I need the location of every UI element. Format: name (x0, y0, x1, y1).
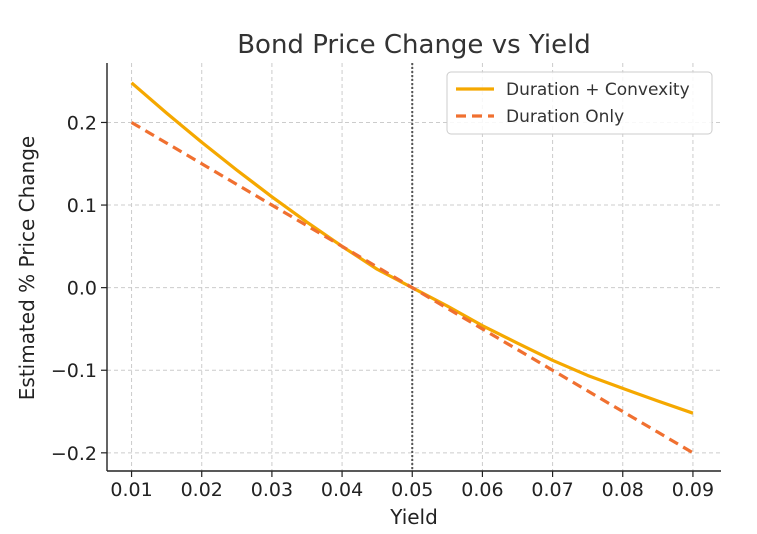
x-tick-label: 0.09 (672, 479, 714, 501)
y-tick-label: −0.1 (51, 360, 97, 382)
x-axis-label: Yield (389, 505, 438, 529)
chart-title: Bond Price Change vs Yield (237, 30, 591, 60)
x-tick-label: 0.05 (391, 479, 433, 501)
series-line-duration-only (130, 121, 694, 455)
legend-label-duration-only: Duration Only (506, 107, 624, 127)
x-tick-label: 0.08 (602, 479, 644, 501)
x-tick-label: 0.01 (110, 479, 152, 501)
x-tick-label: 0.07 (531, 479, 573, 501)
y-tick-label: −0.2 (51, 443, 97, 465)
legend-label-duration-convexity: Duration + Convexity (506, 80, 690, 100)
x-tick-label: 0.02 (181, 479, 223, 501)
legend: Duration + Convexity Duration Only (446, 71, 713, 135)
y-tick-label: 0.0 (67, 278, 97, 300)
y-tick-label: 0.1 (67, 195, 97, 217)
tick-group: 0.01 0.02 0.03 0.04 0.05 0.06 0.07 0.08 0.09 0.2 0… (51, 112, 714, 501)
legend-box (446, 71, 713, 135)
y-tick-label: 0.2 (67, 112, 97, 134)
x-tick-label: 0.06 (461, 479, 503, 501)
y-axis-label: Estimated % Price Change (15, 136, 39, 400)
axes (106, 63, 721, 472)
series-group (130, 81, 694, 455)
x-tick-label: 0.03 (251, 479, 293, 501)
x-tick-label: 0.04 (321, 479, 363, 501)
